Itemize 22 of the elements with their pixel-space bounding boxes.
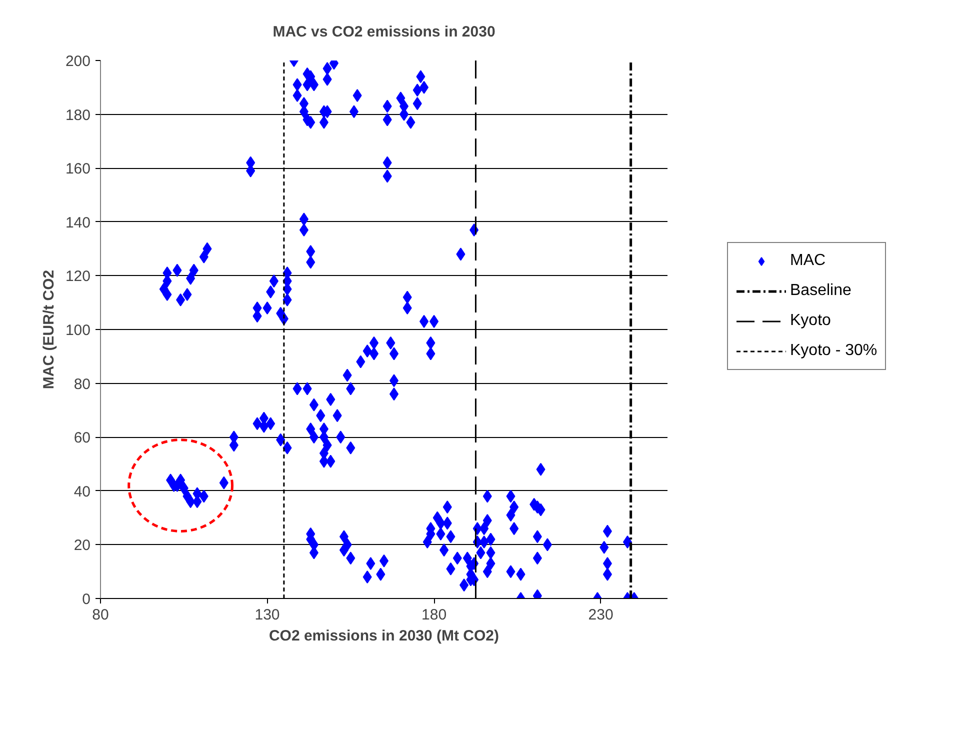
y-tick-label: 20: [74, 537, 91, 554]
y-tick-label: 160: [65, 160, 91, 178]
y-tick-label: 60: [74, 430, 91, 447]
x-tick-label: 80: [92, 606, 109, 624]
ref-line-label: Kyoto: [790, 312, 831, 330]
x-axis-title: CO2 emissions in 2030 (Mt CO2): [268, 628, 500, 644]
x-tick-label: 230: [588, 606, 614, 624]
y-tick-label: 0: [82, 591, 90, 608]
legend-label: MAC: [790, 252, 826, 270]
y-tick-label: 120: [65, 268, 91, 286]
y-tick-label: 180: [65, 106, 91, 124]
y-tick-label: 200: [65, 53, 91, 70]
ref-line-label: Baseline: [790, 282, 852, 300]
y-tick-label: 140: [65, 214, 91, 232]
ref-line-label: Kyoto - 30%: [790, 342, 878, 360]
x-tick-label: 130: [254, 606, 280, 624]
y-axis-title: MAC (EUR/t CO2: [40, 270, 58, 390]
y-tick-label: 40: [74, 483, 91, 500]
x-tick-label: 180: [422, 606, 447, 624]
y-tick-label: 80: [74, 376, 91, 393]
y-tick-label: 100: [65, 322, 91, 339]
chart-title: MAC vs CO2 emissions in 2030: [272, 24, 496, 40]
